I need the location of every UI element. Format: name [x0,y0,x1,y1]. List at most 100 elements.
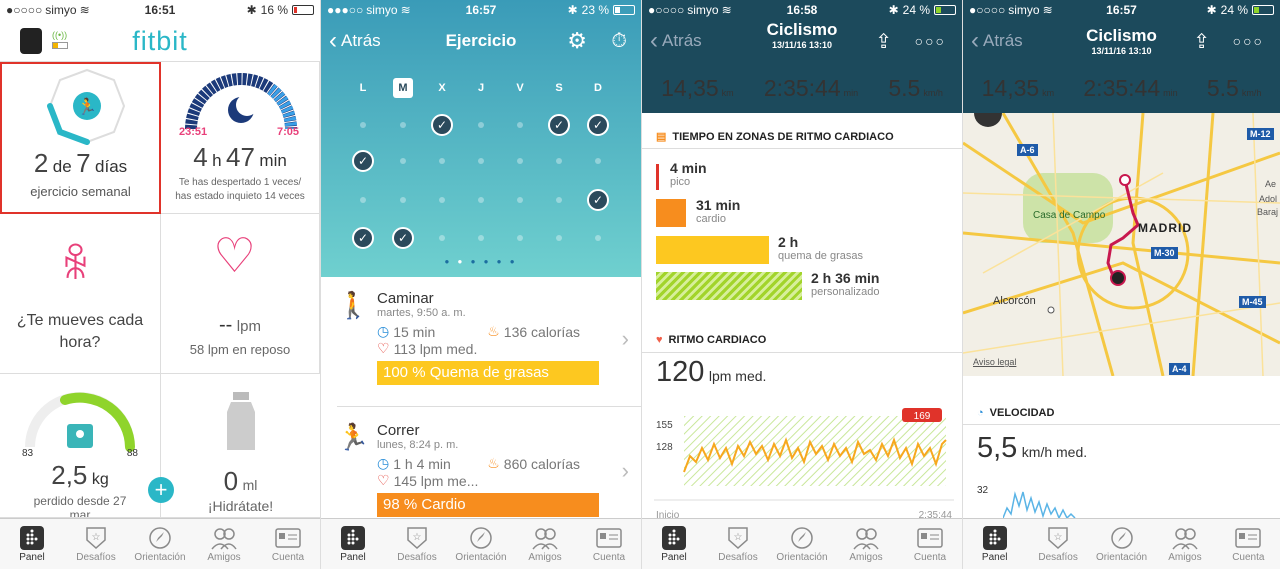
more-icon[interactable]: ○○○ [1232,33,1264,49]
road-label-m12: M-12 [1247,128,1274,140]
hourly-label-1: ¿Te mueves cada [16,312,144,329]
add-button[interactable]: + [148,477,174,503]
svg-text:☆: ☆ [413,532,422,543]
heart-rate-value: -- lpm [219,314,261,336]
signal-icon: ●○○○○ [6,3,43,17]
speedometer-icon: ◔ [977,407,984,419]
tab-amigos[interactable]: Amigos [1153,519,1216,569]
zones-title: ▤ TIEMPO EN ZONAS DE RITMO CARDIACO [656,130,894,144]
tab-orientacion[interactable]: Orientación [128,519,192,569]
empty-day-dot [439,158,445,164]
tab-desafios[interactable]: ☆ Desafíos [385,519,449,569]
heart-icon: ♡ [377,340,390,356]
hr-average: 120 lpm med. [656,356,767,388]
compass-icon [1110,526,1133,549]
bluetooth-icon: ✱ [1206,3,1217,17]
more-icon[interactable]: ○○○ [914,33,946,49]
tab-amigos[interactable]: Amigos [834,519,898,569]
tab-cuenta[interactable]: Cuenta [256,519,320,569]
gear-icon[interactable]: ⚙ [567,28,587,53]
hourly-activity-tile[interactable]: ꆜ ¿Te mueves cada hora? [0,214,161,374]
back-button[interactable]: ‹ Atrás [650,27,702,54]
tab-panel[interactable]: Panel [963,519,1026,569]
speed-title: ◔ VELOCIDAD [977,407,1055,419]
battery-icon [1252,5,1274,15]
tab-amigos[interactable]: Amigos [513,519,577,569]
walk-icon: 🚶 [337,290,370,320]
sleep-tile[interactable]: 23:51 7:05 4 h 47 min Te has despertado … [161,62,320,214]
dashboard-header: ((•)) fitbit [0,20,320,62]
empty-day-dot [478,158,484,164]
weight-max: 88 [126,448,138,459]
chevron-right-icon: › [621,326,629,351]
weight-value: 2,5 kg [51,460,109,490]
exercise-progress-icon: 🏃 [47,68,126,145]
tab-panel[interactable]: Panel [321,519,385,569]
tab-cuenta[interactable]: Cuenta [898,519,962,569]
tab-amigos[interactable]: Amigos [192,519,256,569]
route-map[interactable]: A-6 M-12 M-30 M-45 A-4 MADRID Casa de Ca… [963,113,1280,376]
stopwatch-icon[interactable]: ⏱ [611,29,627,52]
bluetooth-icon: ✱ [888,3,899,17]
activity-date: martes, 9:50 a. m. [377,307,466,319]
tab-orientacion[interactable]: Orientación [770,519,834,569]
wifi-icon: ≋ [79,3,90,17]
carrier-name: simyo [45,3,77,17]
tab-panel[interactable]: Panel [0,519,64,569]
share-icon[interactable]: ⇪ [1193,30,1210,53]
check-icon: ✓ [352,150,374,172]
workout-header [642,0,962,113]
activity-name: Caminar [377,290,434,307]
tab-desafios[interactable]: ☆ Desafíos [1026,519,1089,569]
tab-cuenta[interactable]: Cuenta [1217,519,1280,569]
svg-text:☆: ☆ [734,532,743,543]
svg-text:☆: ☆ [1054,532,1063,543]
weight-tile[interactable]: 83 88 2,5 kg perdido desde 27 mar [0,374,161,518]
zone-custom: 2 h 36 min personalizado [656,270,880,300]
activity-item[interactable]: 🏃 Correr lunes, 8:24 p. m. ◷ 1 h 4 min ♨ 86… [337,422,629,517]
speed-chart [1003,491,1076,518]
tab-desafios[interactable]: ☆ Desafíos [64,519,128,569]
day-header: D [594,82,602,94]
zone-pico: 4 min pico [656,160,707,190]
day-header: S [555,82,563,94]
peak-badge [902,408,942,422]
heart-rate-tile[interactable]: ♡ -- lpm 58 lpm en reposo [161,214,320,374]
wifi-icon: ≋ [400,3,411,17]
back-button[interactable]: ‹ Atrás [329,27,381,54]
fitbit-logo: fitbit [132,26,188,56]
tab-orientacion[interactable]: Orientación [1090,519,1153,569]
stat-duration: 2:35:44 min [763,74,859,101]
friends-icon [211,527,237,549]
tab-desafios[interactable]: ☆ Desafíos [706,519,770,569]
hr-title: ♥ RITMO CARDIACO [656,334,767,346]
check-icon: ✓ [352,227,374,249]
sleep-duration: 4 h 47 min [193,142,287,172]
tab-cuenta[interactable]: Cuenta [577,519,641,569]
day-header: L [359,82,367,94]
share-icon[interactable]: ⇪ [875,30,892,53]
zone-bar [656,164,659,190]
activity-calories: 136 calorías [503,323,581,340]
nav-bar: ‹ Atrás Ciclismo 13/11/16 13:10 ⇪ ○○○ [963,20,1280,62]
exercise-tile[interactable]: 🏃 2 de 7 días ejercicio semanal [0,62,161,214]
map-legal-link[interactable]: Aviso legal [973,357,1017,367]
tab-panel[interactable]: Panel [642,519,706,569]
flame-icon: ♨ [487,455,500,471]
empty-day-dot [360,122,366,128]
id-card-icon [917,527,943,548]
tab-bar: Panel ☆ Desafíos Orientación Amigos Cuent… [321,518,641,569]
day-header: M [393,78,413,98]
sleep-start: 23:51 [179,126,208,138]
tracker-icon[interactable] [20,28,42,54]
place-label-adol: Adol [1259,194,1278,204]
city-label-alcorcon: Alcorcón [993,295,1036,307]
water-tile[interactable]: 0 ml ¡Hidrátate! [161,374,320,518]
activity-item[interactable]: 🚶 Caminar martes, 9:50 a. m. ◷ 15 min ♨ 136… [337,290,629,385]
sleep-note-1: Te has despertado 1 veces/ [178,177,302,188]
sleep-arc-icon [185,73,297,130]
tab-orientacion[interactable]: Orientación [449,519,513,569]
activity-calories: 860 calorías [503,455,581,472]
weight-label-1: perdido desde 27 [33,494,127,508]
back-button[interactable]: ‹ Atrás [971,27,1023,54]
